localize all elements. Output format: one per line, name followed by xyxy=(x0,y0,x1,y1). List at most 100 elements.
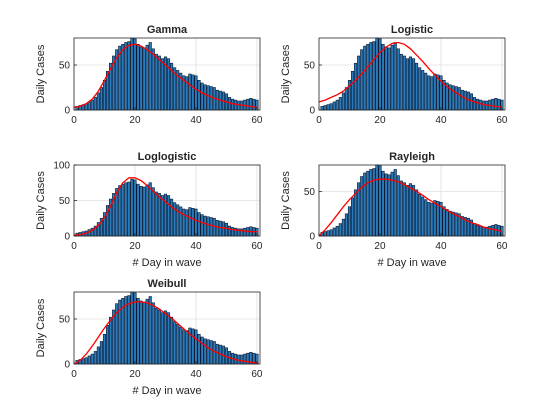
histogram-bar xyxy=(224,222,229,237)
histogram-bar xyxy=(93,97,97,111)
y-tick-label: 50 xyxy=(59,196,71,207)
histogram-bar xyxy=(139,186,143,237)
x-tick-label: 40 xyxy=(190,369,202,380)
histogram-bar xyxy=(354,189,358,237)
histogram-bar xyxy=(418,193,422,237)
histogram-bar xyxy=(323,105,327,111)
histogram-bar xyxy=(460,89,464,111)
histogram-bar xyxy=(472,97,477,111)
histogram-bar xyxy=(405,185,409,237)
histogram-bar xyxy=(185,330,189,365)
histogram-bar xyxy=(249,98,253,111)
x-tick-label: 20 xyxy=(374,115,386,126)
histogram-bar xyxy=(90,353,94,365)
histogram-bar xyxy=(378,165,382,237)
histogram-bar xyxy=(472,223,477,237)
histogram-bar xyxy=(179,326,183,365)
histogram-bar xyxy=(436,201,440,237)
x-tick-label: 60 xyxy=(496,241,508,252)
histogram-bar xyxy=(206,85,210,111)
histogram-bar xyxy=(326,230,330,237)
histogram-bar xyxy=(142,186,146,237)
histogram-bar xyxy=(136,43,140,111)
subplot-weibull: 0 20 40 60 0 50 Weibull Daily Cases # Day in wav… xyxy=(35,278,263,397)
histogram-bar xyxy=(96,346,100,365)
histogram-bar xyxy=(454,86,458,111)
y-axis-label: Daily Cases xyxy=(280,171,292,230)
histogram-bar xyxy=(332,227,336,237)
histogram-bar xyxy=(154,307,158,365)
histogram-bar xyxy=(182,208,186,237)
histogram-bar xyxy=(448,210,452,237)
histogram-bar xyxy=(160,195,164,237)
histogram-bar xyxy=(209,86,213,111)
histogram-bar xyxy=(206,339,210,365)
fit-curve-gamma xyxy=(73,43,258,108)
histogram-bar xyxy=(154,53,158,111)
histogram-bar xyxy=(130,178,134,237)
histogram-bar xyxy=(411,185,416,237)
histogram-bar xyxy=(191,208,195,237)
histogram-bar xyxy=(476,225,480,237)
histogram-bar xyxy=(84,357,88,365)
histogram-bar xyxy=(421,70,425,111)
histogram-bar xyxy=(433,200,437,237)
histogram-bar xyxy=(335,225,339,237)
histogram-bar xyxy=(163,310,168,365)
histogram-bar xyxy=(206,216,210,237)
histogram-bar xyxy=(133,179,137,237)
histogram-bar xyxy=(320,106,324,111)
histogram-bar xyxy=(127,295,131,365)
subplot-loglogistic: 0 20 40 60 0 50 100 Loglogistic Daily Cases # Day… xyxy=(35,151,263,269)
x-tick-label: 20 xyxy=(129,369,141,380)
histogram-bar xyxy=(338,223,342,237)
histogram-bar xyxy=(332,101,336,111)
histogram-bar xyxy=(369,42,373,111)
y-tick-label: 0 xyxy=(309,106,315,117)
histogram-bar xyxy=(381,170,385,237)
histogram-bar xyxy=(124,182,128,237)
histogram-bar xyxy=(145,184,149,237)
histogram-bar xyxy=(179,206,183,237)
subplot-rayleigh: 0 20 40 60 0 50 Rayleigh Daily Cases # Day in wa… xyxy=(280,151,508,269)
y-tick-label: 50 xyxy=(304,187,316,198)
histogram-bar xyxy=(494,98,498,111)
histogram-bar xyxy=(344,213,348,237)
histogram-bar xyxy=(329,103,333,111)
histogram-bar xyxy=(479,225,483,237)
histogram-bar xyxy=(157,193,161,237)
y-tick-label: 0 xyxy=(64,360,70,371)
histogram-bar xyxy=(421,196,425,237)
histogram-bar xyxy=(209,340,213,365)
histogram-bar xyxy=(347,206,352,237)
histogram-bar xyxy=(90,99,94,111)
histogram-bar xyxy=(384,46,388,111)
chart-title: Loglogistic xyxy=(138,151,197,163)
x-tick-label: 40 xyxy=(190,115,202,126)
histogram-bar xyxy=(124,42,128,111)
histogram-bar xyxy=(415,189,419,237)
histogram-bar xyxy=(151,48,155,111)
histogram-bar xyxy=(408,183,413,237)
histogram-bar xyxy=(457,87,461,111)
histogram-bar xyxy=(338,97,342,111)
histogram-bar xyxy=(360,176,364,237)
histogram-bar xyxy=(415,62,419,111)
histogram-bar xyxy=(105,324,110,365)
histogram-bar xyxy=(109,316,113,365)
histogram-bar xyxy=(482,100,486,111)
histogram-bar xyxy=(215,220,219,237)
histogram-bar xyxy=(491,225,495,237)
histogram-bar xyxy=(240,354,244,365)
histogram-bar xyxy=(411,58,416,111)
histogram-bar xyxy=(405,58,409,111)
y-tick-label: 0 xyxy=(64,232,70,243)
histogram-bar xyxy=(430,202,434,237)
histogram-bar xyxy=(451,85,455,111)
histogram-bar xyxy=(366,43,370,111)
histogram-bar xyxy=(166,195,171,237)
histogram-bar xyxy=(482,226,486,237)
histogram-bar xyxy=(136,183,140,237)
histogram-bar xyxy=(497,98,501,111)
